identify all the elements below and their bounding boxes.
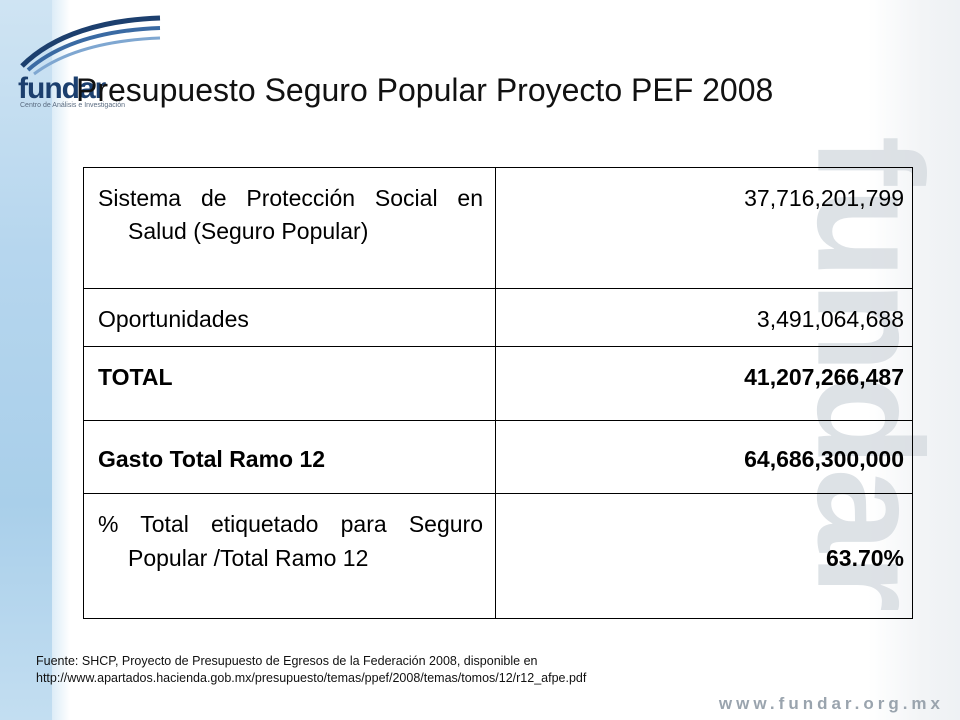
row-value: 3,491,064,688 <box>495 287 913 348</box>
logo-subtitle: Centro de Análisis e Investigación <box>20 102 126 109</box>
table-row: % Total etiquetado para Seguro Popular /… <box>83 493 913 620</box>
row-label: Sistema de Protección Social en Salud (S… <box>83 167 496 289</box>
website-footer[interactable]: www.fundar.org.mx <box>718 694 944 713</box>
footnote-url[interactable]: http://www.apartados.hacienda.gob.mx/pre… <box>36 670 587 685</box>
table-row: TOTAL 41,207,266,487 <box>83 346 913 422</box>
logo-swoosh-icon <box>20 15 161 76</box>
row-label: % Total etiquetado para Seguro Popular /… <box>83 493 496 620</box>
row-label: TOTAL <box>83 346 496 422</box>
fundar-logo: fundar Centro de Análisis e Investigació… <box>14 14 164 109</box>
table-row: Oportunidades 3,491,064,688 <box>83 287 913 348</box>
left-band-fade <box>52 0 70 720</box>
source-footnote: Fuente: SHCP, Proyecto de Presupuesto de… <box>36 653 796 687</box>
logo-name: fundar <box>18 72 106 105</box>
row-value: 63.70% <box>495 493 913 620</box>
table-row: Gasto Total Ramo 12 64,686,300,000 <box>83 420 913 495</box>
row-value: 41,207,266,487 <box>495 346 913 422</box>
budget-table: Sistema de Protección Social en Salud (S… <box>83 167 913 620</box>
left-decorative-band <box>0 0 52 720</box>
slide-title: Presupuesto Seguro Popular Proyecto PEF … <box>76 72 774 108</box>
row-value: 64,686,300,000 <box>495 420 913 495</box>
row-value: 37,716,201,799 <box>495 167 913 289</box>
table-row: Sistema de Protección Social en Salud (S… <box>83 167 913 289</box>
row-label: Oportunidades <box>83 287 496 348</box>
footnote-source-text: Fuente: SHCP, Proyecto de Presupuesto de… <box>36 654 538 668</box>
row-label: Gasto Total Ramo 12 <box>83 420 496 495</box>
